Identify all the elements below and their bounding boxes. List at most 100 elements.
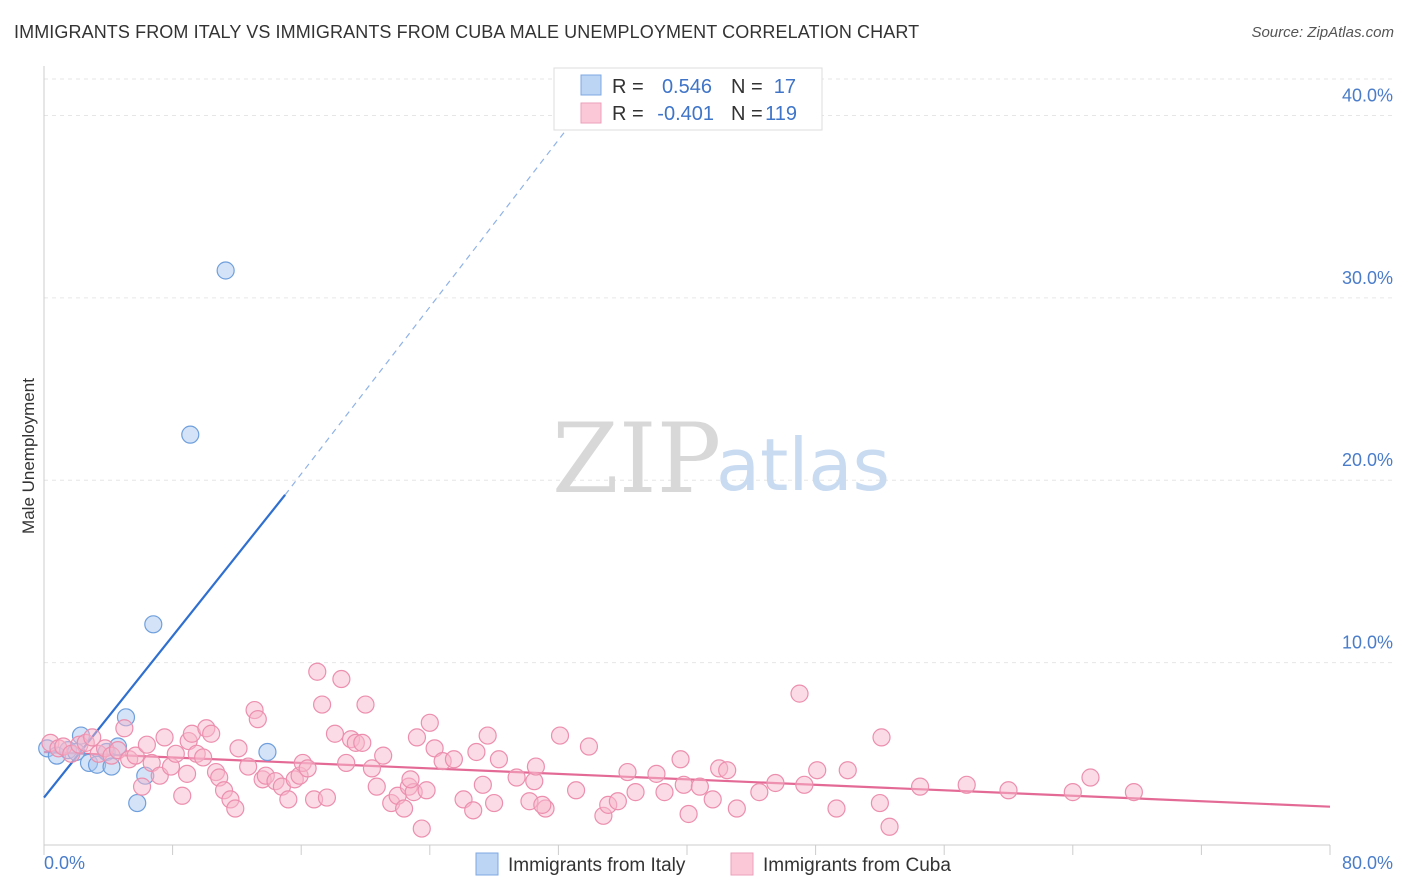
source-label: Source: ZipAtlas.com: [1251, 24, 1394, 41]
data-point: [1063, 783, 1082, 802]
data-point: [647, 764, 666, 783]
data-point: [126, 746, 145, 765]
data-point: [337, 753, 356, 773]
data-point: [166, 744, 185, 763]
bottom-legend-swatch-italy: [475, 852, 499, 876]
data-point: [173, 786, 192, 805]
data-point: [880, 817, 899, 836]
legend: R = 0.546 N = 17 R = -0.401 N = 119: [553, 67, 823, 131]
data-point: [478, 726, 497, 745]
data-point: [202, 724, 221, 743]
data-point: [727, 799, 746, 818]
watermark-zip: ZIP: [552, 403, 721, 515]
data-point: [401, 770, 420, 789]
y-tick-label: 40.0%: [1342, 85, 1393, 105]
data-point: [766, 773, 785, 793]
data-point: [838, 761, 857, 780]
data-point: [279, 790, 298, 809]
data-point: [533, 795, 552, 814]
data-point: [473, 775, 492, 794]
data-point: [132, 777, 152, 796]
data-point: [367, 777, 386, 796]
data-point: [298, 759, 317, 778]
data-point: [137, 735, 156, 754]
data-point: [1124, 783, 1143, 802]
data-point: [444, 750, 464, 769]
data-point: [489, 750, 509, 769]
data-point: [412, 819, 431, 838]
data-point: [718, 761, 737, 780]
y-tick-label: 30.0%: [1342, 268, 1393, 288]
legend-swatch-cuba: [580, 102, 602, 124]
trend-line-italy-extension: [284, 118, 575, 496]
data-point: [674, 775, 693, 794]
data-point: [332, 669, 351, 689]
data-point: [239, 757, 258, 776]
data-point: [248, 710, 267, 729]
data-point: [999, 781, 1018, 800]
data-point: [671, 750, 690, 769]
data-point: [155, 728, 174, 747]
data-point: [115, 719, 134, 738]
data-point: [467, 742, 486, 762]
data-point: [910, 777, 930, 796]
legend-r-value-cuba: -0.401: [657, 103, 714, 125]
data-point: [312, 695, 332, 714]
data-point: [485, 793, 504, 813]
data-point: [579, 737, 599, 756]
data-point: [618, 762, 637, 782]
data-point: [750, 783, 769, 802]
data-point: [808, 761, 827, 780]
data-point: [464, 801, 483, 820]
data-point: [655, 783, 674, 802]
x-tick-max: 80.0%: [1342, 853, 1393, 873]
legend-n-label-cuba: N =: [731, 103, 763, 125]
watermark-atlas: atlas: [716, 423, 890, 507]
legend-r-label-cuba: R =: [612, 103, 644, 125]
data-point: [795, 775, 814, 794]
data-point: [181, 425, 200, 444]
data-point: [872, 728, 891, 747]
data-point: [957, 775, 976, 794]
data-point: [226, 799, 245, 818]
data-point: [394, 799, 414, 818]
data-point: [194, 748, 213, 767]
data-point: [790, 684, 809, 703]
chart-title: IMMIGRANTS FROM ITALY VS IMMIGRANTS FROM…: [14, 22, 920, 42]
data-point: [374, 746, 393, 765]
legend-n-label-italy: N =: [731, 76, 763, 98]
data-point: [362, 759, 382, 778]
data-point: [703, 790, 722, 809]
data-point: [827, 799, 846, 818]
bottom-legend-label-cuba: Immigrants from Cuba: [763, 855, 951, 876]
data-points: [38, 261, 1143, 838]
data-point: [550, 726, 570, 745]
data-point: [608, 792, 627, 811]
data-point: [417, 781, 436, 800]
data-point: [83, 728, 102, 747]
data-point: [1081, 768, 1100, 787]
legend-swatch-italy: [580, 74, 602, 96]
y-tick-label: 10.0%: [1342, 633, 1393, 653]
data-point: [317, 788, 337, 807]
data-point: [507, 768, 526, 787]
data-point: [870, 793, 890, 813]
data-point: [325, 724, 345, 743]
bottom-legend-label-italy: Immigrants from Italy: [508, 855, 686, 876]
data-point: [407, 728, 427, 747]
data-point: [177, 764, 197, 783]
data-point: [229, 739, 248, 758]
data-point: [526, 757, 545, 776]
y-axis-label: Male Unemployment: [19, 378, 38, 534]
series-1-points: [41, 662, 1143, 838]
data-point: [420, 713, 439, 732]
watermark: ZIP atlas: [552, 403, 890, 515]
data-point: [144, 615, 163, 634]
grid-lines: [44, 78, 1392, 664]
data-point: [308, 662, 327, 681]
legend-r-value-italy: 0.546: [662, 76, 712, 98]
bottom-legend-swatch-cuba: [730, 852, 754, 876]
data-point: [356, 695, 375, 714]
x-tick-min: 0.0%: [44, 853, 85, 873]
data-point: [258, 742, 277, 762]
